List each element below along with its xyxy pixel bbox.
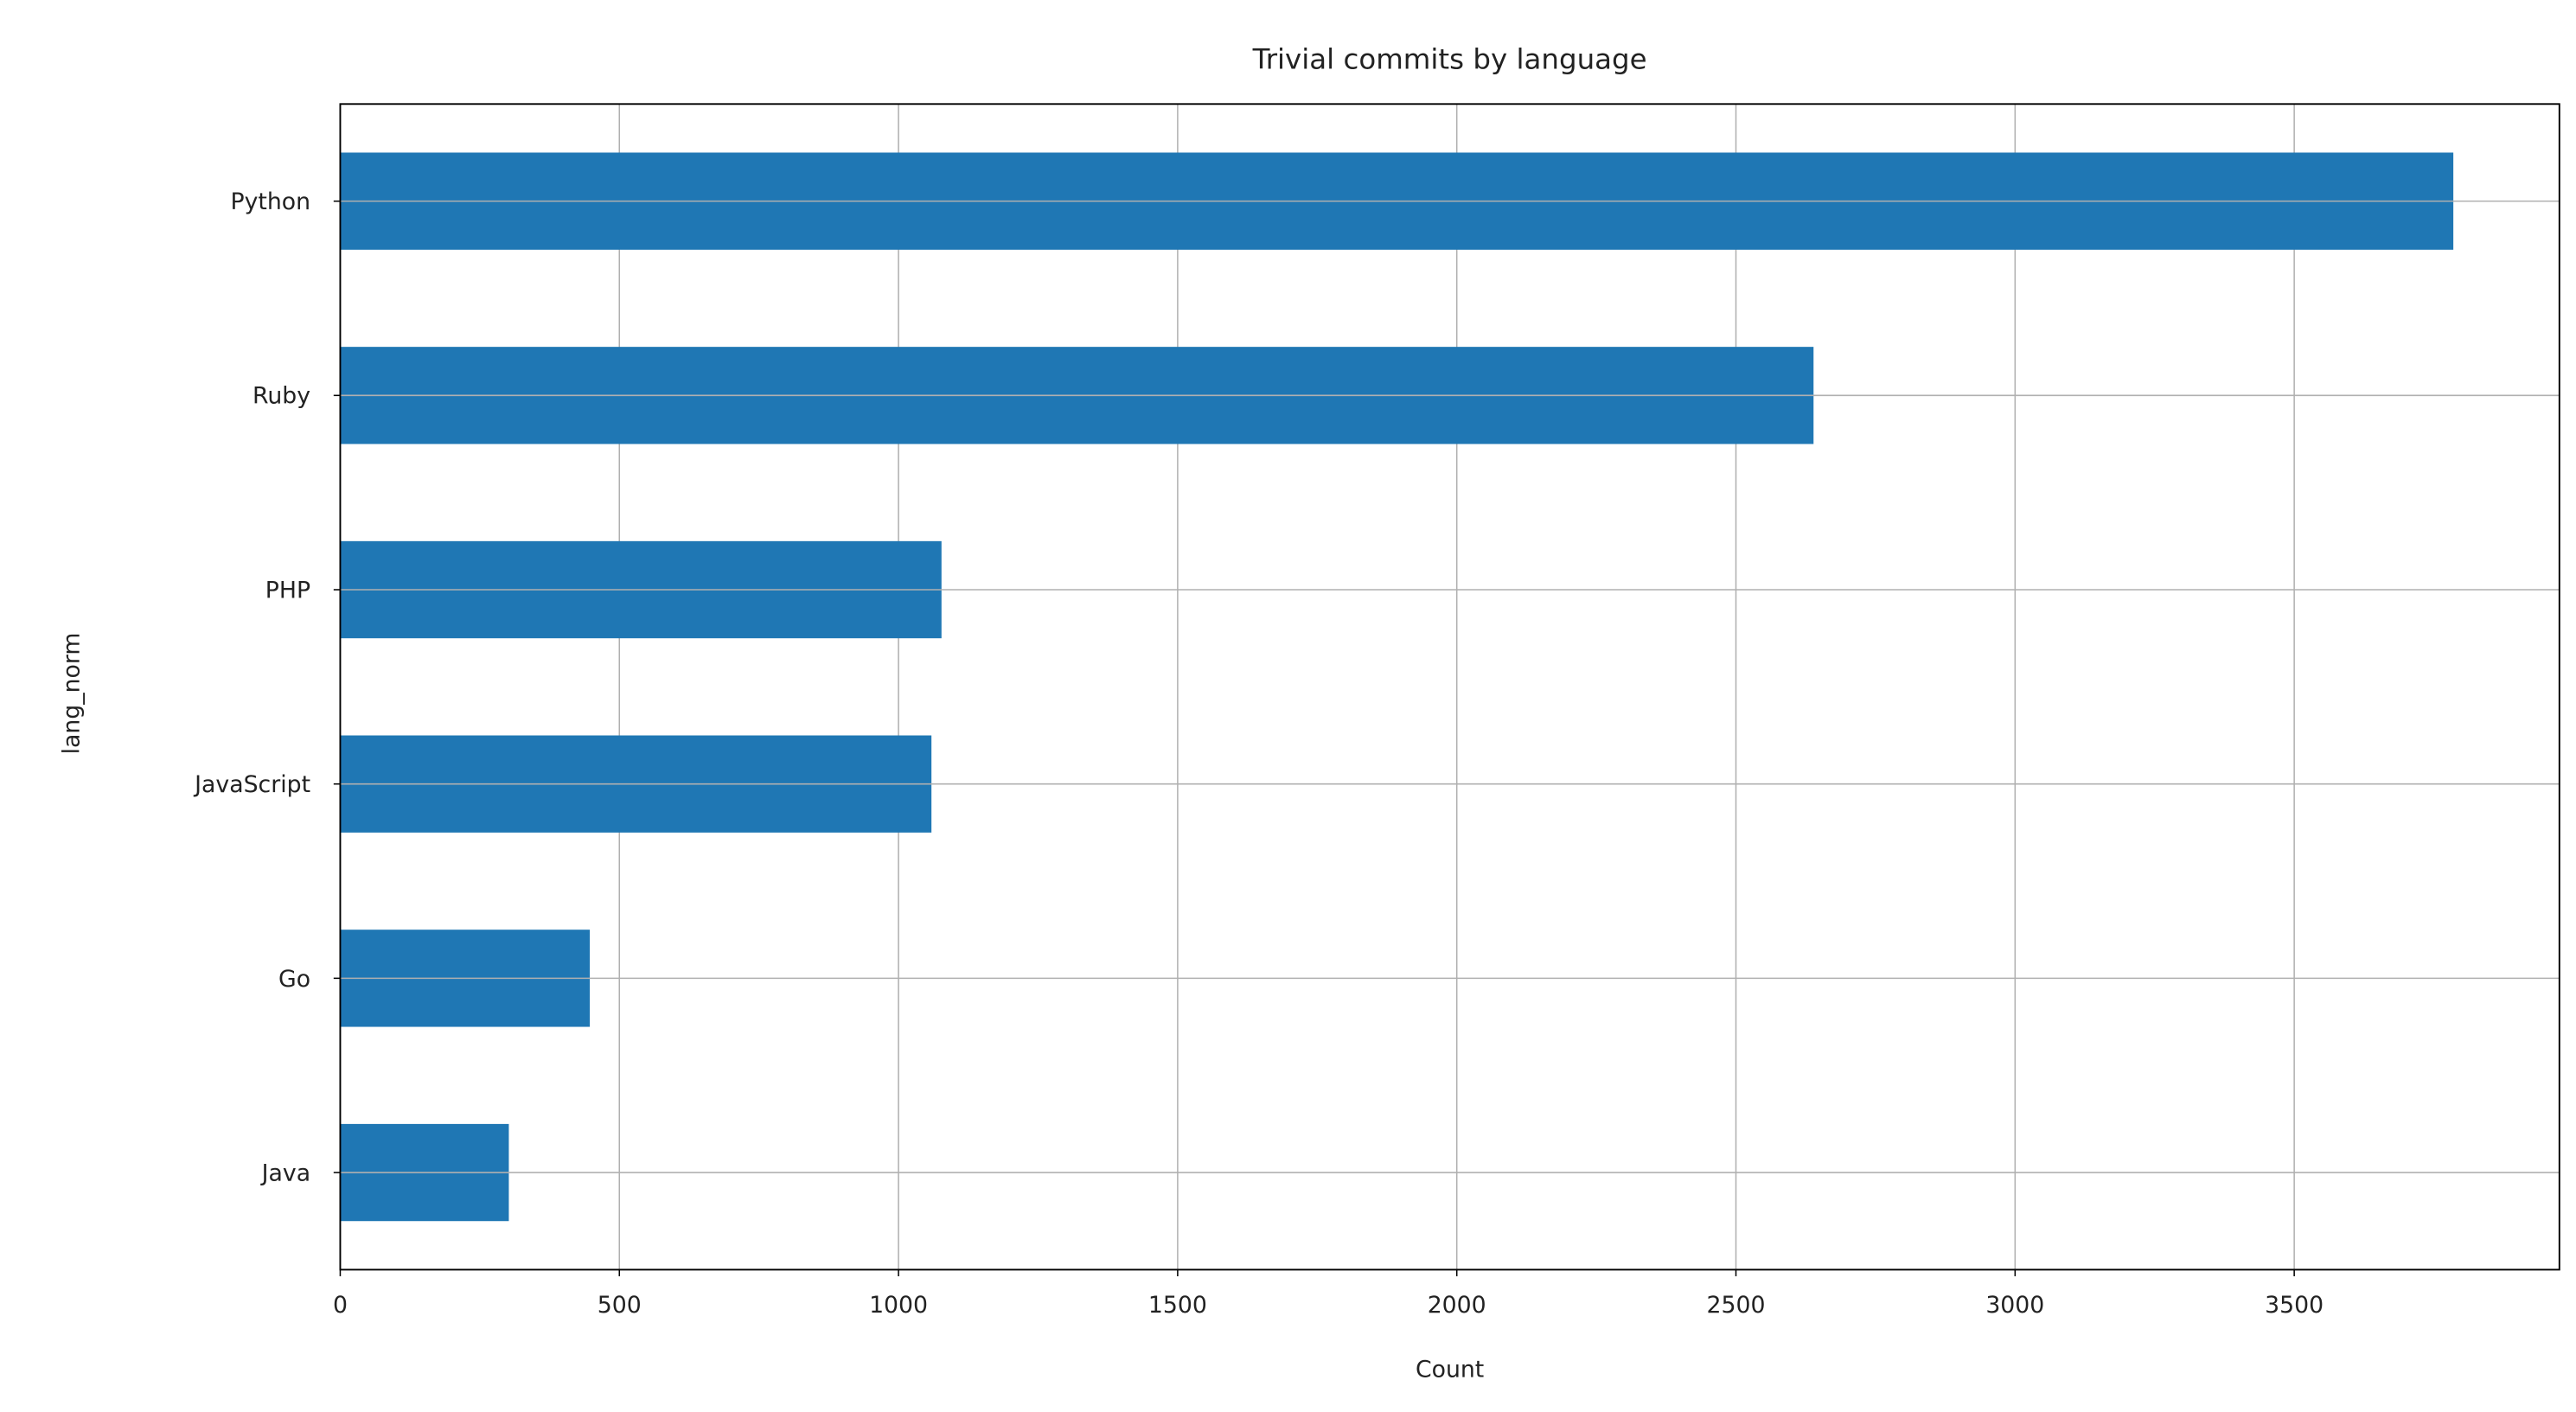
x-tick-label: 2000 (1428, 1292, 1486, 1319)
y-tick-label: JavaScript (193, 771, 310, 798)
x-axis-label: Count (1416, 1356, 1484, 1383)
x-tick-label: 500 (598, 1292, 642, 1319)
x-tick-label: 1000 (869, 1292, 928, 1319)
y-tick-label: Ruby (252, 383, 310, 410)
plot-frame (339, 103, 2560, 1271)
x-tick-label: 2500 (1707, 1292, 1766, 1319)
x-tick-label: 3500 (2265, 1292, 2324, 1319)
y-tick-label: Go (278, 966, 310, 993)
x-tick-label: 0 (333, 1292, 348, 1319)
x-tick-label: 3000 (1985, 1292, 2044, 1319)
y-axis-label: lang_norm (59, 633, 86, 755)
y-tick-label: Java (260, 1160, 310, 1186)
chart-title: Trivial commits by language (1252, 43, 1647, 76)
y-tick-label: PHP (265, 577, 310, 604)
y-tick-label: Python (230, 188, 310, 215)
x-tick-label: 1500 (1148, 1292, 1207, 1319)
